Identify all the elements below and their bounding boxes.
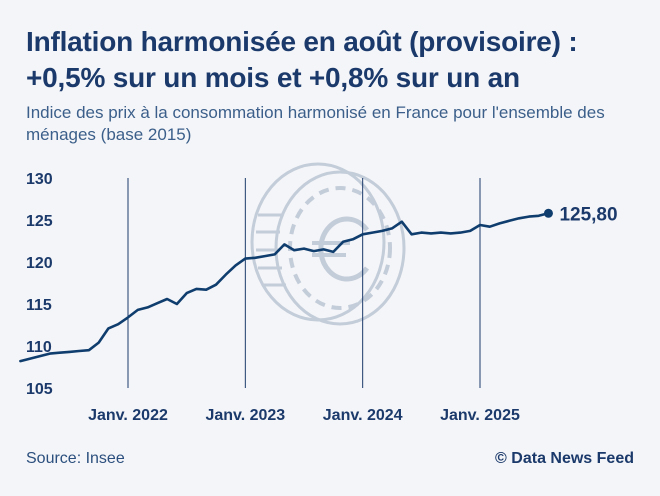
chart-title: Inflation harmonisée en août (provisoire… xyxy=(26,24,646,96)
x-tick-label: Janv. 2023 xyxy=(205,407,285,424)
y-tick-label: 110 xyxy=(26,339,52,356)
y-tick-label: 105 xyxy=(26,381,53,398)
x-tick-label: Janv. 2024 xyxy=(323,407,403,424)
grid-lines xyxy=(127,178,481,388)
y-axis-ticks: 130 125 120 115 110 105 xyxy=(26,171,53,398)
chart-title-line-1: Inflation harmonisée en août (provisoire… xyxy=(26,26,578,57)
series: 125,80 xyxy=(19,204,618,363)
chart-subtitle: Indice des prix à la consommation harmon… xyxy=(26,103,605,144)
y-tick-label: 125 xyxy=(26,213,53,230)
brand-credit: © Data News Feed xyxy=(495,450,634,467)
series-line xyxy=(19,212,550,363)
chart-title-line-2: +0,5% sur un mois et +0,8% sur un an xyxy=(26,62,520,93)
x-tick-label: Janv. 2022 xyxy=(88,407,168,424)
x-tick-label: Janv. 2025 xyxy=(440,407,520,424)
source-note: Source: Insee xyxy=(26,450,125,467)
end-value-label: 125,80 xyxy=(559,204,617,225)
x-axis-ticks: Janv. 2022 Janv. 2023 Janv. 2024 Janv. 2025 xyxy=(88,407,520,424)
euro-coin-icon xyxy=(250,162,406,326)
y-tick-label: 115 xyxy=(26,297,52,314)
y-tick-label: 130 xyxy=(26,171,53,188)
y-tick-label: 120 xyxy=(26,255,53,272)
end-point-marker xyxy=(543,208,553,218)
